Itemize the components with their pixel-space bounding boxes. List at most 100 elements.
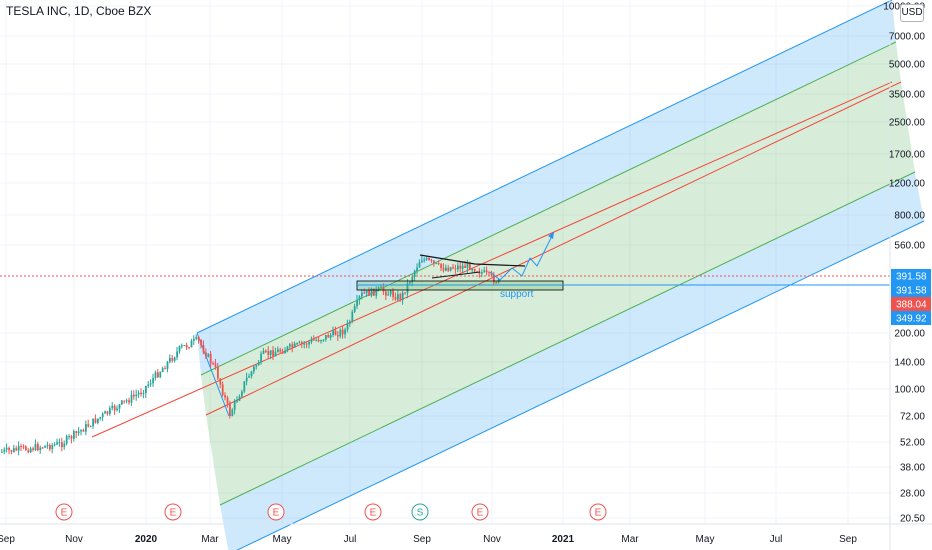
candle-body (255, 365, 258, 367)
symbol-title[interactable]: TESLA INC, 1D, Cboe BZX (6, 4, 152, 18)
candle-body (77, 431, 80, 433)
candle-body (447, 267, 450, 271)
candle-body (322, 339, 325, 341)
candle-body (80, 429, 82, 432)
price-tick-label: 20.50 (900, 514, 925, 525)
candle-body (389, 290, 392, 295)
earnings-event-marker[interactable]: E (364, 503, 382, 521)
candle-body (337, 335, 339, 337)
split-event-marker[interactable]: S (411, 503, 429, 521)
candle-body (409, 282, 411, 284)
time-tick-label: Jul (344, 534, 357, 545)
event-label: E (477, 508, 484, 519)
candle-body (147, 384, 150, 387)
candle-body (140, 392, 142, 395)
candle-body (349, 321, 351, 324)
trend-line-lower (431, 271, 481, 279)
candle-body (133, 394, 135, 397)
candle-body (53, 444, 56, 446)
candle-body (385, 291, 387, 296)
candle-body (488, 272, 490, 274)
channel-band-inner-top (201, 42, 901, 415)
pitchfork-base-line (196, 332, 230, 417)
event-circle (55, 503, 73, 521)
candle-body (97, 418, 99, 423)
candle-body (183, 345, 186, 347)
candle-body (224, 395, 226, 398)
candle-body (440, 263, 442, 269)
candle-body (363, 292, 366, 294)
time-tick-label: Jul (770, 534, 783, 545)
candle-body (250, 371, 253, 377)
candle-body (195, 336, 198, 339)
candle-body (327, 334, 330, 338)
earnings-event-marker[interactable]: E (471, 503, 489, 521)
candle-body (231, 409, 234, 416)
candle-body (289, 344, 291, 347)
candle-body (265, 350, 267, 352)
candle-body (181, 345, 183, 347)
price-label-badge (891, 269, 931, 283)
candle-body (428, 258, 430, 261)
candle-body (130, 394, 133, 403)
candle-body (260, 353, 262, 363)
candle-body (125, 400, 128, 402)
event-circle (589, 503, 607, 521)
candle-body (377, 287, 380, 289)
candle-body (375, 288, 378, 296)
earnings-event-marker[interactable]: E (589, 503, 607, 521)
price-tick-label: 2500.00 (889, 118, 926, 129)
candle-body (380, 286, 382, 288)
candle-body (142, 393, 145, 395)
event-label: E (61, 508, 68, 519)
channel-band-outer-bottom (220, 172, 924, 550)
candle-body (123, 400, 126, 402)
currency-button[interactable]: USD (900, 4, 924, 22)
candle-body (257, 362, 260, 366)
price-tick-label: 7000.00 (889, 32, 926, 43)
candle-body (56, 442, 58, 445)
candle-body (190, 340, 193, 348)
candle-body (425, 258, 428, 260)
earnings-event-marker[interactable]: E (55, 503, 73, 521)
candle-body (332, 330, 334, 336)
candle-body (241, 391, 243, 397)
candle-body (464, 265, 466, 269)
candle-body (221, 384, 224, 396)
candle-body (145, 386, 147, 394)
candle-body (233, 400, 236, 410)
candle-body (459, 265, 462, 269)
candle-body (262, 350, 265, 354)
candle-body (392, 290, 394, 297)
candle-body (61, 442, 63, 448)
candle-body (401, 292, 404, 301)
candle-body (15, 448, 18, 451)
earnings-event-marker[interactable]: E (267, 503, 285, 521)
price-tick-label: 140.00 (894, 358, 925, 369)
candle-body (279, 349, 282, 352)
candle-body (135, 394, 138, 397)
candle-body (346, 323, 349, 330)
candle-body (365, 290, 368, 294)
candle-body (310, 339, 313, 342)
candle-body (121, 400, 123, 405)
candle-body (272, 350, 274, 357)
earnings-event-marker[interactable]: E (164, 503, 182, 521)
candle-body (116, 408, 118, 411)
candle-body (63, 443, 66, 448)
candle-body (154, 372, 157, 379)
candle-body (248, 376, 250, 378)
candle-body (469, 262, 471, 270)
candle-body (58, 442, 61, 444)
candle-body (104, 411, 106, 414)
time-tick-label: May (696, 534, 715, 545)
candle-body (200, 340, 202, 346)
candle-body (65, 436, 68, 444)
price-tick-label: 72.00 (900, 412, 925, 423)
event-label: E (170, 508, 177, 519)
candle-body (473, 269, 476, 272)
price-label-text: 349.92 (896, 314, 927, 325)
candle-body (188, 347, 190, 349)
